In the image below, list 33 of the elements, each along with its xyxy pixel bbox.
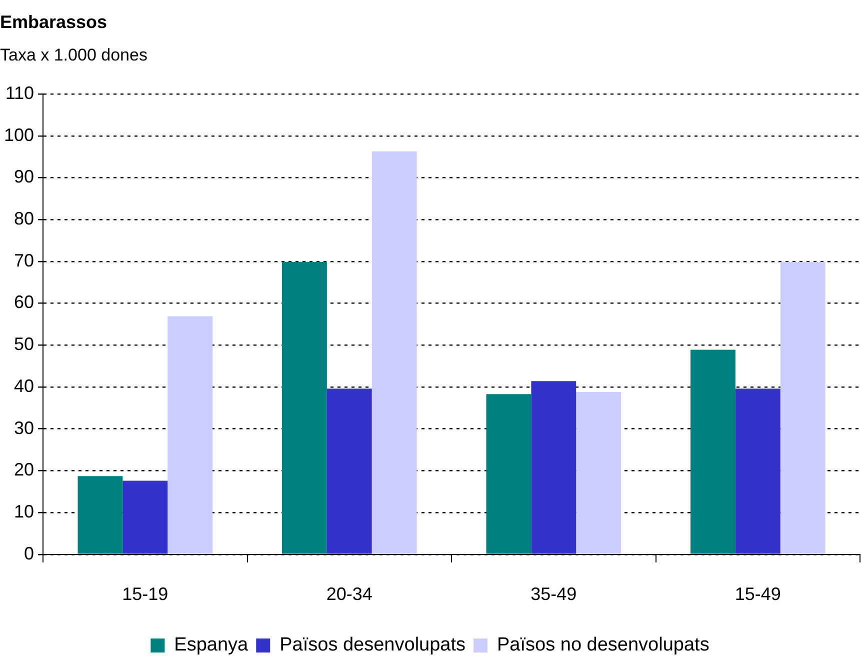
y-tick-label: 10 [14,502,34,522]
y-tick-label: 20 [14,460,34,480]
y-tick-label: 30 [14,418,34,438]
bar [486,394,532,554]
y-tick-label: 70 [14,250,34,270]
chart-title: Embarassos [0,12,108,32]
bar [326,388,372,554]
y-tick-label: 110 [5,82,34,103]
bar [78,476,123,554]
y-tick-label: 100 [4,124,34,145]
bar [168,316,213,554]
y-tick-label: 40 [14,376,34,396]
x-tick-label: 20-34 [326,584,372,604]
y-tick-label: 60 [14,292,34,312]
bar [122,480,168,554]
y-tick-label: 50 [14,334,34,354]
bar [576,392,622,554]
y-tick-label: 0 [24,543,34,564]
x-tick-label: 15-49 [734,584,781,604]
chart-subtitle: Taxa x 1.000 dones [0,45,148,64]
bar [531,381,576,554]
bar [690,350,736,554]
y-tick-label: 90 [14,166,34,187]
legend-label: Països no desenvolupats [497,634,710,656]
x-tick-label: 35-49 [530,584,577,604]
legend-label: Espanya [174,634,249,656]
bar [735,388,780,554]
bar [282,262,327,554]
bar [780,262,826,554]
legend-label: Països desenvolupats [280,634,466,656]
x-tick-label: 15-19 [122,584,168,604]
y-tick-label: 80 [14,208,34,229]
bar [372,151,417,554]
